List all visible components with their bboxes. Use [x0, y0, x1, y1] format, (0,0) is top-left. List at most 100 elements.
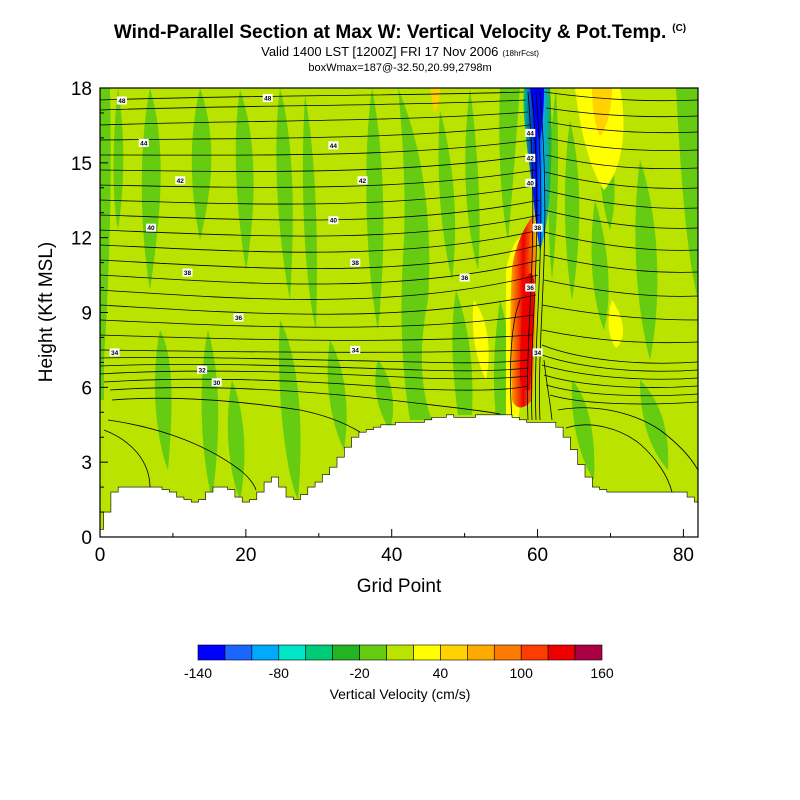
contour-label-text: 34: [352, 347, 360, 354]
contour-label: 36: [233, 313, 244, 322]
isentrope: [100, 229, 541, 253]
isentrope: [544, 171, 698, 189]
isentrope: [545, 154, 698, 170]
colorbar-tick-label: -80: [269, 665, 289, 681]
colorbar-swatch: [197, 644, 226, 661]
isentrope: [541, 354, 698, 372]
contour-label-text: 40: [527, 180, 535, 187]
isentrope: [543, 209, 698, 229]
contour-label-bg: [357, 176, 368, 185]
isentrope: [543, 189, 698, 209]
isentrope: [543, 254, 698, 273]
band-green: [276, 88, 293, 300]
contour-label: 32: [197, 365, 208, 374]
isentropes: [100, 91, 698, 493]
y-tick-label: 6: [81, 378, 92, 399]
isentrope: [100, 363, 529, 372]
isentrope: [541, 329, 698, 344]
isentrope: [100, 124, 531, 141]
isentrope: [109, 387, 501, 415]
contour-label-bg: [116, 96, 127, 105]
contour-label: 42: [357, 176, 368, 185]
band-green: [113, 88, 124, 230]
patch-yellow: [608, 300, 624, 348]
isentrope: [549, 394, 698, 405]
contour-label-bg: [182, 268, 193, 277]
colorbar-tick-label: 100: [510, 665, 534, 681]
contour-label-bg: [211, 378, 222, 387]
colorbar-swatch: [467, 644, 495, 661]
isentrope: [527, 91, 534, 421]
contour-label: 44: [328, 141, 339, 150]
isentrope: [100, 111, 529, 126]
contour-label: 36: [459, 273, 470, 282]
isentrope: [100, 349, 531, 353]
contour-label: 40: [525, 178, 536, 187]
x-tick-label: 20: [235, 545, 256, 566]
colorbar-swatch: [278, 644, 307, 661]
x-tick-label: 0: [95, 545, 106, 566]
band-green: [635, 160, 658, 360]
contour-label: 38: [532, 223, 543, 232]
contour-label-bg: [328, 216, 339, 225]
isentrope: [547, 137, 698, 152]
isentrope: [100, 139, 533, 156]
y-tick-label: 3: [81, 453, 92, 474]
isentrope: [100, 259, 541, 285]
isentrope: [543, 231, 698, 251]
contour-label: 34: [350, 345, 361, 354]
contour-label: 36: [525, 283, 536, 292]
contour-label-text: 44: [527, 130, 535, 137]
isentrope: [103, 378, 529, 391]
isentrope: [100, 370, 529, 380]
contour-label-text: 44: [330, 143, 338, 150]
y-axis: 0 3 6 9 12 15 18: [71, 79, 108, 549]
valid-time-text: Valid 1400 LST [1200Z] FRI 17 Nov 2006: [261, 44, 499, 59]
contour-label: 38: [182, 268, 193, 277]
chart-title-text: Wind-Parallel Section at Max W: Vertical…: [113, 22, 667, 43]
copyright-mark: (C): [672, 22, 687, 34]
isentrope: [100, 294, 537, 315]
contour-label: 48: [116, 96, 127, 105]
contour-label-text: 42: [177, 178, 185, 185]
contour-label-bg: [525, 153, 536, 162]
contour-label-text: 42: [359, 178, 367, 185]
contour-label-text: 36: [527, 285, 535, 292]
colorbar-swatch: [305, 644, 333, 661]
colorbar-label: Vertical Velocity (cm/s): [330, 686, 471, 702]
contour-label-bg: [175, 176, 186, 185]
band-green: [154, 330, 172, 470]
colorbar-swatch: [332, 644, 360, 661]
y-tick-label: 12: [71, 229, 92, 250]
contour-label-bg: [328, 141, 339, 150]
colorbar-tick-label: -140: [184, 665, 212, 681]
contour-label-bg: [109, 348, 120, 357]
contour-label: 42: [175, 176, 186, 185]
isentrope: [545, 384, 698, 397]
isentrope: [100, 357, 529, 364]
contour-label-bg: [532, 348, 543, 357]
band-green: [571, 380, 595, 480]
isentrope: [100, 274, 539, 300]
contour-label: 44: [138, 138, 149, 147]
colorbar-swatch: [574, 644, 603, 661]
isentrope: [100, 244, 541, 270]
band-green: [366, 88, 384, 330]
isentrope: [111, 397, 361, 433]
valid-time-line: Valid 1400 LST [1200Z] FRI 17 Nov 2006 (1…: [0, 44, 800, 59]
y-tick-label: 15: [71, 154, 92, 175]
band-green: [398, 88, 432, 420]
isentrope: [543, 279, 698, 297]
contour-label-text: 38: [352, 260, 360, 267]
contour-label: 40: [328, 216, 339, 225]
isentrope: [510, 299, 521, 421]
contour-label-text: 42: [527, 155, 535, 162]
contour-label: 40: [146, 223, 157, 232]
band-green: [302, 95, 317, 330]
patch-yellow: [592, 88, 612, 136]
max-box-line: boxWmax=187@-32.50,20.99,2798m: [308, 62, 492, 74]
band-green: [548, 88, 559, 280]
contour-label-bg: [233, 313, 244, 322]
x-tick-label: 60: [527, 545, 548, 566]
